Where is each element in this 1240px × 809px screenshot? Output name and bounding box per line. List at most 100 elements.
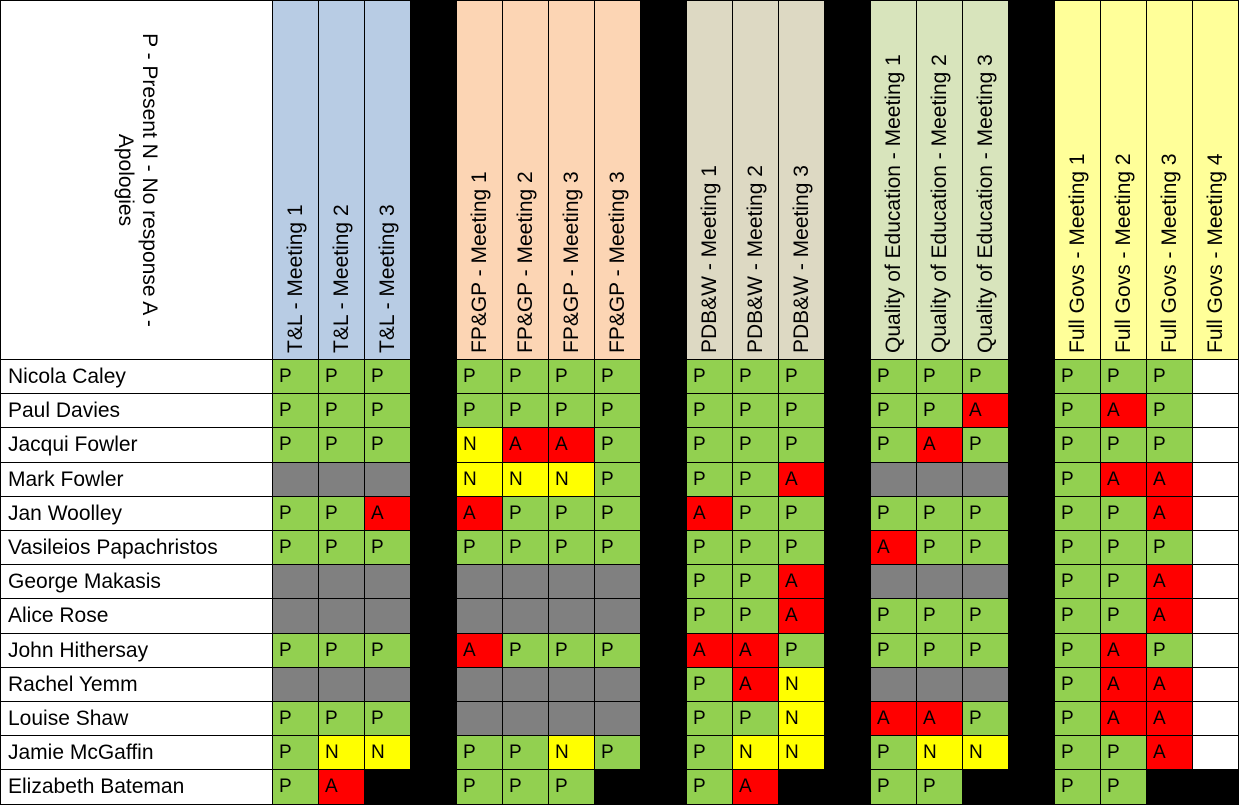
- attendance-cell: [319, 667, 365, 702]
- member-name: Vasileios Papachristos: [0, 531, 273, 566]
- attendance-cell: P: [595, 496, 641, 531]
- group-separator: [825, 0, 871, 805]
- attendance-cell: P: [779, 531, 825, 566]
- attendance-cell: P: [1055, 531, 1101, 566]
- attendance-cell: [917, 667, 963, 702]
- attendance-cell: P: [1101, 360, 1147, 395]
- attendance-cell: P: [917, 531, 963, 566]
- member-name: Paul Davies: [0, 394, 273, 429]
- attendance-cell: P: [503, 496, 549, 531]
- attendance-cell: P: [687, 360, 733, 395]
- attendance-cell: A: [1147, 702, 1193, 737]
- attendance-cell: P: [733, 360, 779, 395]
- member-name: Alice Rose: [0, 599, 273, 634]
- column-header-label: T&L - Meeting 1: [284, 204, 307, 353]
- attendance-cell: P: [1055, 702, 1101, 737]
- attendance-cell: P: [963, 531, 1009, 566]
- column-header-label: Full Govs - Meeting 3: [1158, 153, 1181, 353]
- attendance-cell: P: [1055, 394, 1101, 429]
- column-header: PDB&W - Meeting 2: [733, 0, 779, 360]
- attendance-cell: P: [687, 565, 733, 600]
- attendance-cell: [365, 667, 411, 702]
- member-name: Mark Fowler: [0, 462, 273, 497]
- attendance-cell: A: [871, 531, 917, 566]
- attendance-cell: P: [687, 428, 733, 463]
- attendance-cell: [273, 667, 319, 702]
- attendance-cell: A: [779, 565, 825, 600]
- attendance-cell: P: [273, 633, 319, 668]
- attendance-cell: N: [503, 462, 549, 497]
- column-header-label: Quality of Education - Meeting 2: [928, 54, 951, 353]
- attendance-cell: P: [273, 770, 319, 805]
- attendance-cell: P: [1055, 633, 1101, 668]
- attendance-cell: [1193, 667, 1239, 702]
- attendance-cell: A: [687, 633, 733, 668]
- attendance-cell: A: [457, 633, 503, 668]
- attendance-cell: P: [733, 428, 779, 463]
- attendance-cell: P: [503, 360, 549, 395]
- attendance-cell: P: [963, 702, 1009, 737]
- column-header-label: PDB&W - Meeting 3: [790, 165, 813, 353]
- attendance-cell: N: [779, 702, 825, 737]
- attendance-cell: P: [871, 633, 917, 668]
- attendance-cell: A: [1147, 736, 1193, 771]
- attendance-cell: P: [273, 394, 319, 429]
- attendance-cell: A: [963, 394, 1009, 429]
- column-header: T&L - Meeting 1: [273, 0, 319, 360]
- attendance-cell: [871, 462, 917, 497]
- column-header-label: FP&GP - Meeting 2: [514, 171, 537, 353]
- attendance-cell: P: [273, 531, 319, 566]
- attendance-cell: P: [365, 394, 411, 429]
- attendance-cell: [319, 599, 365, 634]
- attendance-cell: [365, 462, 411, 497]
- column-header-label: FP&GP - Meeting 1: [468, 171, 491, 353]
- column-header-label: Quality of Education - Meeting 1: [882, 54, 905, 353]
- column-header: Full Govs - Meeting 2: [1101, 0, 1147, 360]
- attendance-cell: A: [1147, 599, 1193, 634]
- column-header-label: Quality of Education - Meeting 3: [974, 54, 997, 353]
- attendance-cell: P: [595, 394, 641, 429]
- attendance-cell: [871, 667, 917, 702]
- attendance-cell: [871, 565, 917, 600]
- attendance-cell: A: [779, 462, 825, 497]
- attendance-cell: P: [963, 428, 1009, 463]
- member-name: John Hithersay: [0, 633, 273, 668]
- attendance-cell: [319, 462, 365, 497]
- attendance-cell: N: [319, 736, 365, 771]
- attendance-cell: P: [595, 462, 641, 497]
- attendance-cell: P: [871, 770, 917, 805]
- attendance-cell: P: [871, 496, 917, 531]
- attendance-cell: P: [687, 770, 733, 805]
- attendance-cell: P: [549, 360, 595, 395]
- column-header: T&L - Meeting 2: [319, 0, 365, 360]
- attendance-cell: P: [917, 599, 963, 634]
- group-separator: [411, 0, 457, 805]
- attendance-cell: P: [1101, 770, 1147, 805]
- attendance-cell: P: [687, 462, 733, 497]
- attendance-cell: [1193, 633, 1239, 668]
- attendance-cell: P: [319, 496, 365, 531]
- attendance-cell: A: [917, 702, 963, 737]
- member-name: Jacqui Fowler: [0, 428, 273, 463]
- attendance-cell: P: [365, 531, 411, 566]
- attendance-cell: P: [1055, 462, 1101, 497]
- column-header-label: FP&GP - Meeting 3: [606, 171, 629, 353]
- attendance-cell: P: [963, 360, 1009, 395]
- attendance-cell: [273, 462, 319, 497]
- attendance-cell: A: [319, 770, 365, 805]
- attendance-cell: P: [917, 394, 963, 429]
- column-header: PDB&W - Meeting 1: [687, 0, 733, 360]
- attendance-cell: P: [733, 702, 779, 737]
- attendance-cell: P: [457, 394, 503, 429]
- attendance-cell: P: [595, 633, 641, 668]
- attendance-cell: [595, 565, 641, 600]
- member-name: Jan Woolley: [0, 496, 273, 531]
- attendance-cell: P: [1055, 360, 1101, 395]
- attendance-cell: P: [549, 531, 595, 566]
- attendance-cell: N: [365, 736, 411, 771]
- attendance-cell: P: [595, 428, 641, 463]
- attendance-cell: P: [273, 702, 319, 737]
- attendance-cell: [549, 565, 595, 600]
- attendance-cell: [595, 702, 641, 737]
